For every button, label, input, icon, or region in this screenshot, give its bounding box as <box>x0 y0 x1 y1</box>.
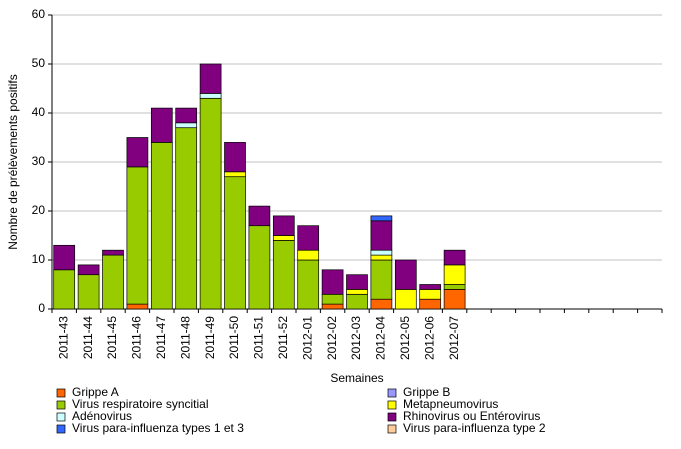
bar-segment <box>248 225 271 310</box>
bar-segment <box>224 171 246 178</box>
bar-segment <box>199 63 222 94</box>
bar-segment <box>370 254 393 261</box>
bar-segment <box>77 274 100 310</box>
y-tick-label: 40 <box>32 105 46 119</box>
x-tick-label: 2012-06 <box>422 316 436 360</box>
bar-segment <box>370 259 393 300</box>
y-tick-label: 0 <box>38 301 45 315</box>
legend-label: Metapneumovirus <box>403 397 498 411</box>
bar-segment <box>126 166 149 305</box>
x-tick-label: 2011-46 <box>130 316 144 359</box>
bar-segment <box>419 284 442 290</box>
y-tick-label: 50 <box>32 56 46 70</box>
legend-label: Virus para-influenza type 2 <box>403 421 546 435</box>
x-tick-label: 2011-50 <box>227 316 241 359</box>
y-tick-label: 30 <box>32 154 46 168</box>
bar-segment <box>150 142 173 310</box>
bar-segment <box>126 137 149 168</box>
bar-segment <box>102 249 124 256</box>
bar-segment <box>272 240 295 310</box>
x-tick-label: 2012-04 <box>374 316 388 360</box>
bar-segment <box>370 249 393 256</box>
legend-label: Virus para-influenza types 1 et 3 <box>72 421 244 435</box>
bar-segment <box>419 289 442 300</box>
bar-segment <box>175 107 198 124</box>
bar-segment <box>297 259 320 310</box>
x-tick-label: 2011-47 <box>154 316 168 359</box>
bar-segment <box>77 264 100 276</box>
bar-segment <box>443 289 466 310</box>
bar-segment <box>346 274 368 290</box>
legend-swatch <box>56 388 66 398</box>
bar-segment <box>150 107 173 143</box>
bar-segment <box>297 225 320 251</box>
legend-label: Rhinovirus ou Entérovirus <box>403 409 540 423</box>
x-tick-label: 2011-44 <box>81 316 95 359</box>
x-tick-label: 2012-01 <box>300 316 314 360</box>
x-axis-title: Semaines <box>330 371 383 385</box>
x-tick-label: 2012-07 <box>447 316 461 360</box>
legend-label: Adénovirus <box>72 409 132 423</box>
bar-segment <box>297 249 320 261</box>
x-tick-label: 2011-48 <box>178 316 192 359</box>
bar-segment <box>346 293 368 310</box>
bar-segment <box>394 289 417 310</box>
bar-segment <box>272 215 295 236</box>
bar-segment <box>126 303 149 310</box>
bar-segment <box>224 142 246 173</box>
bar-segment <box>321 303 344 310</box>
bar-segment <box>272 235 295 241</box>
x-tick-label: 2012-03 <box>349 316 363 360</box>
bar-segment <box>53 244 76 271</box>
bar-segment <box>370 220 393 251</box>
bar-segment <box>443 264 466 285</box>
legend-label: Virus respiratoire syncitial <box>72 397 209 411</box>
legend-swatch <box>387 400 397 410</box>
legend-label: Grippe B <box>403 385 450 399</box>
legend-swatch <box>56 412 66 422</box>
bar-segment <box>443 284 466 290</box>
x-tick-label: 2011-52 <box>276 316 290 359</box>
x-tick-label: 2011-43 <box>56 316 70 359</box>
bar-segment <box>419 298 442 310</box>
legend-label: Grippe A <box>72 385 119 399</box>
bar-segment <box>102 254 124 310</box>
y-tick-label: 20 <box>32 203 46 217</box>
bar-segment <box>199 93 222 99</box>
bar-segment <box>224 176 246 310</box>
bar-segment <box>321 293 344 305</box>
x-tick-label: 2011-45 <box>105 316 119 359</box>
y-tick-label: 60 <box>32 7 46 21</box>
legend-swatch <box>387 388 397 398</box>
bar-segment <box>175 122 198 129</box>
legend-swatch <box>387 424 397 434</box>
x-tick-label: 2011-49 <box>203 316 217 359</box>
x-tick-label: 2012-02 <box>325 316 339 360</box>
legend-swatch <box>387 412 397 422</box>
bar-segment <box>175 127 198 310</box>
bar-segment <box>199 97 222 310</box>
bar-segment <box>53 269 76 310</box>
bar-segment <box>370 298 393 310</box>
y-tick-label: 10 <box>32 252 46 266</box>
bar-segment <box>370 215 393 222</box>
legend-swatch <box>56 400 66 410</box>
bar-segment <box>346 289 368 295</box>
x-tick-label: 2011-51 <box>252 316 266 359</box>
bar-segment <box>321 269 344 295</box>
bar-segment <box>394 259 417 290</box>
bar-segment <box>443 249 466 266</box>
y-axis-title: Nombre de prélèvements positifs <box>6 74 20 249</box>
x-tick-label: 2012-05 <box>398 316 412 360</box>
legend-swatch <box>56 424 66 434</box>
bar-segment <box>248 205 271 227</box>
